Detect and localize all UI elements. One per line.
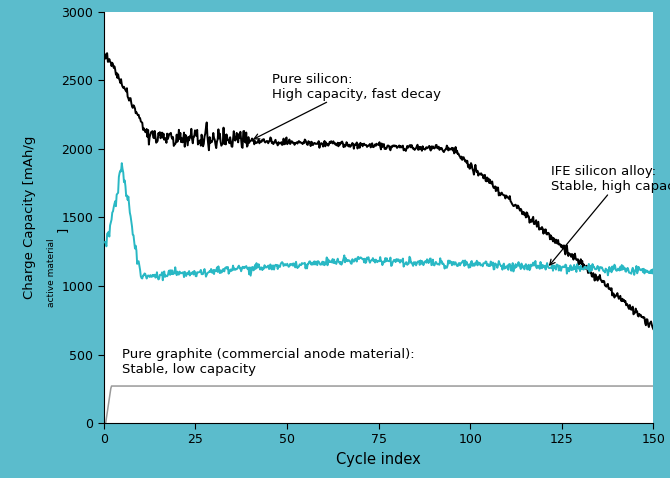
Text: active material: active material — [47, 239, 56, 307]
X-axis label: Cycle index: Cycle index — [336, 452, 421, 467]
Text: Pure graphite (commercial anode material):
Stable, low capacity: Pure graphite (commercial anode material… — [122, 348, 415, 376]
Text: Pure silicon:
High capacity, fast decay: Pure silicon: High capacity, fast decay — [254, 73, 442, 139]
Text: IFE silicon alloy:
Stable, high capacity: IFE silicon alloy: Stable, high capacity — [549, 165, 670, 265]
Text: Charge Capacity [mAh/g: Charge Capacity [mAh/g — [23, 136, 36, 299]
Text: ]: ] — [56, 227, 69, 232]
